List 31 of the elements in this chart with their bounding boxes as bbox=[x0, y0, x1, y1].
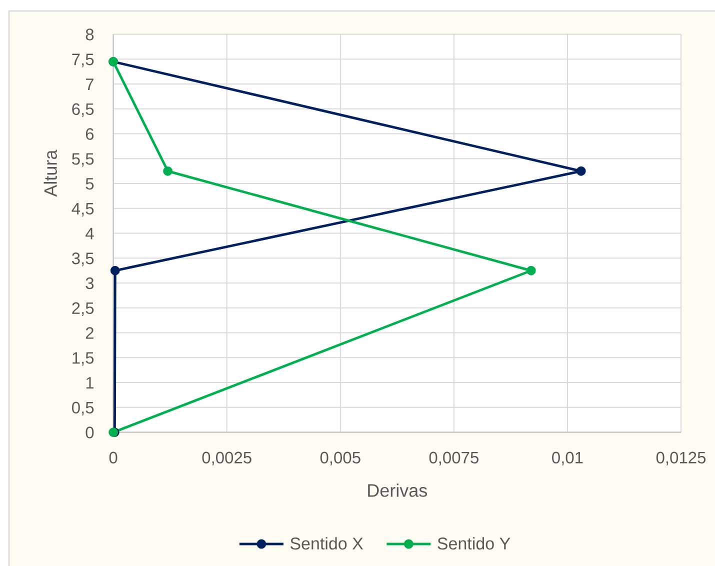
legend-label: Sentido Y bbox=[438, 537, 510, 550]
point bbox=[163, 166, 173, 176]
point bbox=[576, 166, 586, 176]
y-tick-label: 2,5 bbox=[72, 302, 94, 316]
y-tick-label: 4 bbox=[86, 228, 94, 240]
y-tick-label: 1,5 bbox=[72, 352, 94, 366]
y-axis-title: Altura bbox=[44, 150, 57, 197]
x-tick-label: 0,0075 bbox=[429, 452, 478, 466]
y-tick-label: 1 bbox=[86, 377, 94, 388]
y-tick-label: 5 bbox=[86, 178, 94, 190]
point bbox=[110, 266, 120, 276]
y-tick-label: 7 bbox=[86, 78, 94, 90]
y-tick-label: 5,5 bbox=[72, 153, 94, 167]
point bbox=[526, 266, 536, 276]
y-tick-label: 8 bbox=[86, 28, 94, 40]
x-tick-label: 0,0125 bbox=[656, 452, 706, 466]
x-tick-label: 0,005 bbox=[320, 452, 360, 466]
y-tick-label: 0,5 bbox=[72, 402, 94, 416]
y-tick-label: 4,5 bbox=[72, 202, 94, 216]
legend-label: Sentido X bbox=[290, 537, 364, 550]
x-tick-label: 0,01 bbox=[552, 452, 583, 466]
x-axis-title: Derivas bbox=[368, 484, 428, 497]
y-tick-label: 3 bbox=[86, 277, 94, 290]
y-tick-label: 2 bbox=[86, 327, 94, 339]
y-tick-label: 6,5 bbox=[72, 103, 94, 117]
x-tick-label: 0,0025 bbox=[202, 452, 252, 466]
y-tick-label: 3,5 bbox=[72, 252, 94, 266]
x-tick-label: 0 bbox=[109, 452, 118, 464]
y-tick-label: 7,5 bbox=[72, 54, 94, 68]
y-tick-label: 6 bbox=[86, 128, 94, 140]
y-tick-label: 0 bbox=[86, 426, 94, 438]
